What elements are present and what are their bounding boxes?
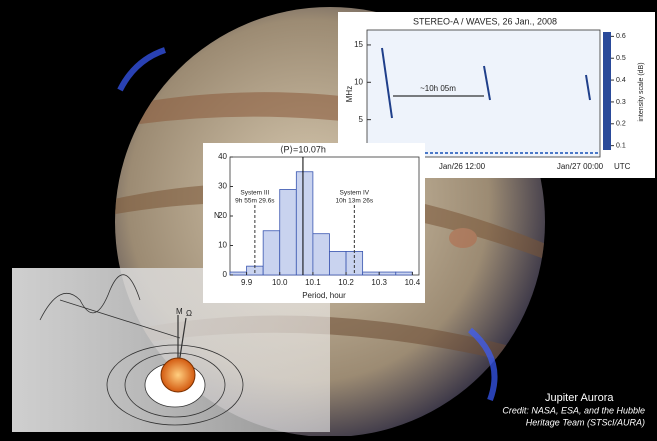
colorbar-tick-label: 0.4 [616, 77, 626, 84]
colorbar-tick-label: 0.2 [616, 121, 626, 128]
planet [160, 357, 196, 393]
colorbar-tick-label: 0.3 [616, 99, 626, 106]
colorbar-tick-label: 0.1 [616, 142, 626, 149]
spectrogram-plot [366, 29, 601, 158]
reference-label: 9h 55m 29.6s [235, 198, 275, 205]
bar [279, 189, 297, 276]
colorbar [603, 32, 611, 150]
bar [362, 271, 380, 276]
x-tick-label: 10.0 [272, 278, 288, 287]
x-tick-label: 10.1 [305, 278, 321, 287]
reference-label: 10h 13m 26s [336, 198, 374, 205]
mean-label: ⟨P⟩=10.07h [280, 144, 326, 154]
x-tick-label: Jan/26 12:00 [439, 162, 486, 171]
reference-name: System III [240, 190, 269, 197]
caption-credit: Credit: NASA, ESA, and the Hubble [502, 405, 645, 415]
x-tick-label: Jan/27 00:00 [557, 162, 604, 171]
reference-name: System IV [340, 190, 370, 197]
y-tick-label: 5 [359, 115, 364, 124]
bar [329, 250, 347, 276]
caption-title: Jupiter Aurora [545, 392, 614, 404]
annotation: ~10h 05m [420, 84, 456, 93]
x-tick-label: 10.2 [338, 278, 354, 287]
y-tick-label: 15 [354, 40, 363, 49]
bar [395, 271, 413, 276]
x-tick-label: 10.4 [405, 278, 421, 287]
y-tick-label: 0 [223, 270, 228, 279]
y-tick-label: 10 [218, 241, 227, 250]
x-axis-label: Period, hour [302, 291, 346, 300]
y-axis-label: MHz [345, 86, 354, 102]
spectrogram-title: STEREO-A / WAVES, 26 Jan., 2008 [413, 16, 557, 26]
colorbar-label: intensity scale (dB) [638, 62, 645, 121]
bar [378, 271, 397, 276]
bar [262, 230, 281, 276]
caption-credit: Heritage Team (STScI/AURA) [526, 417, 645, 427]
bar [295, 171, 314, 276]
colorbar-tick-label: 0.6 [616, 33, 626, 40]
x-unit: UTC [614, 162, 631, 171]
colorbar-tick-label: 0.5 [616, 55, 626, 62]
x-tick-label: 10.3 [371, 278, 387, 287]
y-tick-label: 20 [218, 211, 227, 220]
y-tick-label: 30 [218, 182, 227, 191]
y-axis-label: N [214, 211, 220, 220]
aurora [117, 47, 167, 92]
y-tick-label: 40 [218, 152, 227, 161]
x-tick-label: 9.9 [241, 278, 253, 287]
histogram-panel [203, 143, 425, 303]
bar [312, 233, 330, 276]
y-tick-label: 10 [354, 77, 363, 86]
aurora [468, 327, 498, 402]
diagram-label: Ω [186, 309, 192, 318]
diagram-label: M [176, 307, 183, 316]
